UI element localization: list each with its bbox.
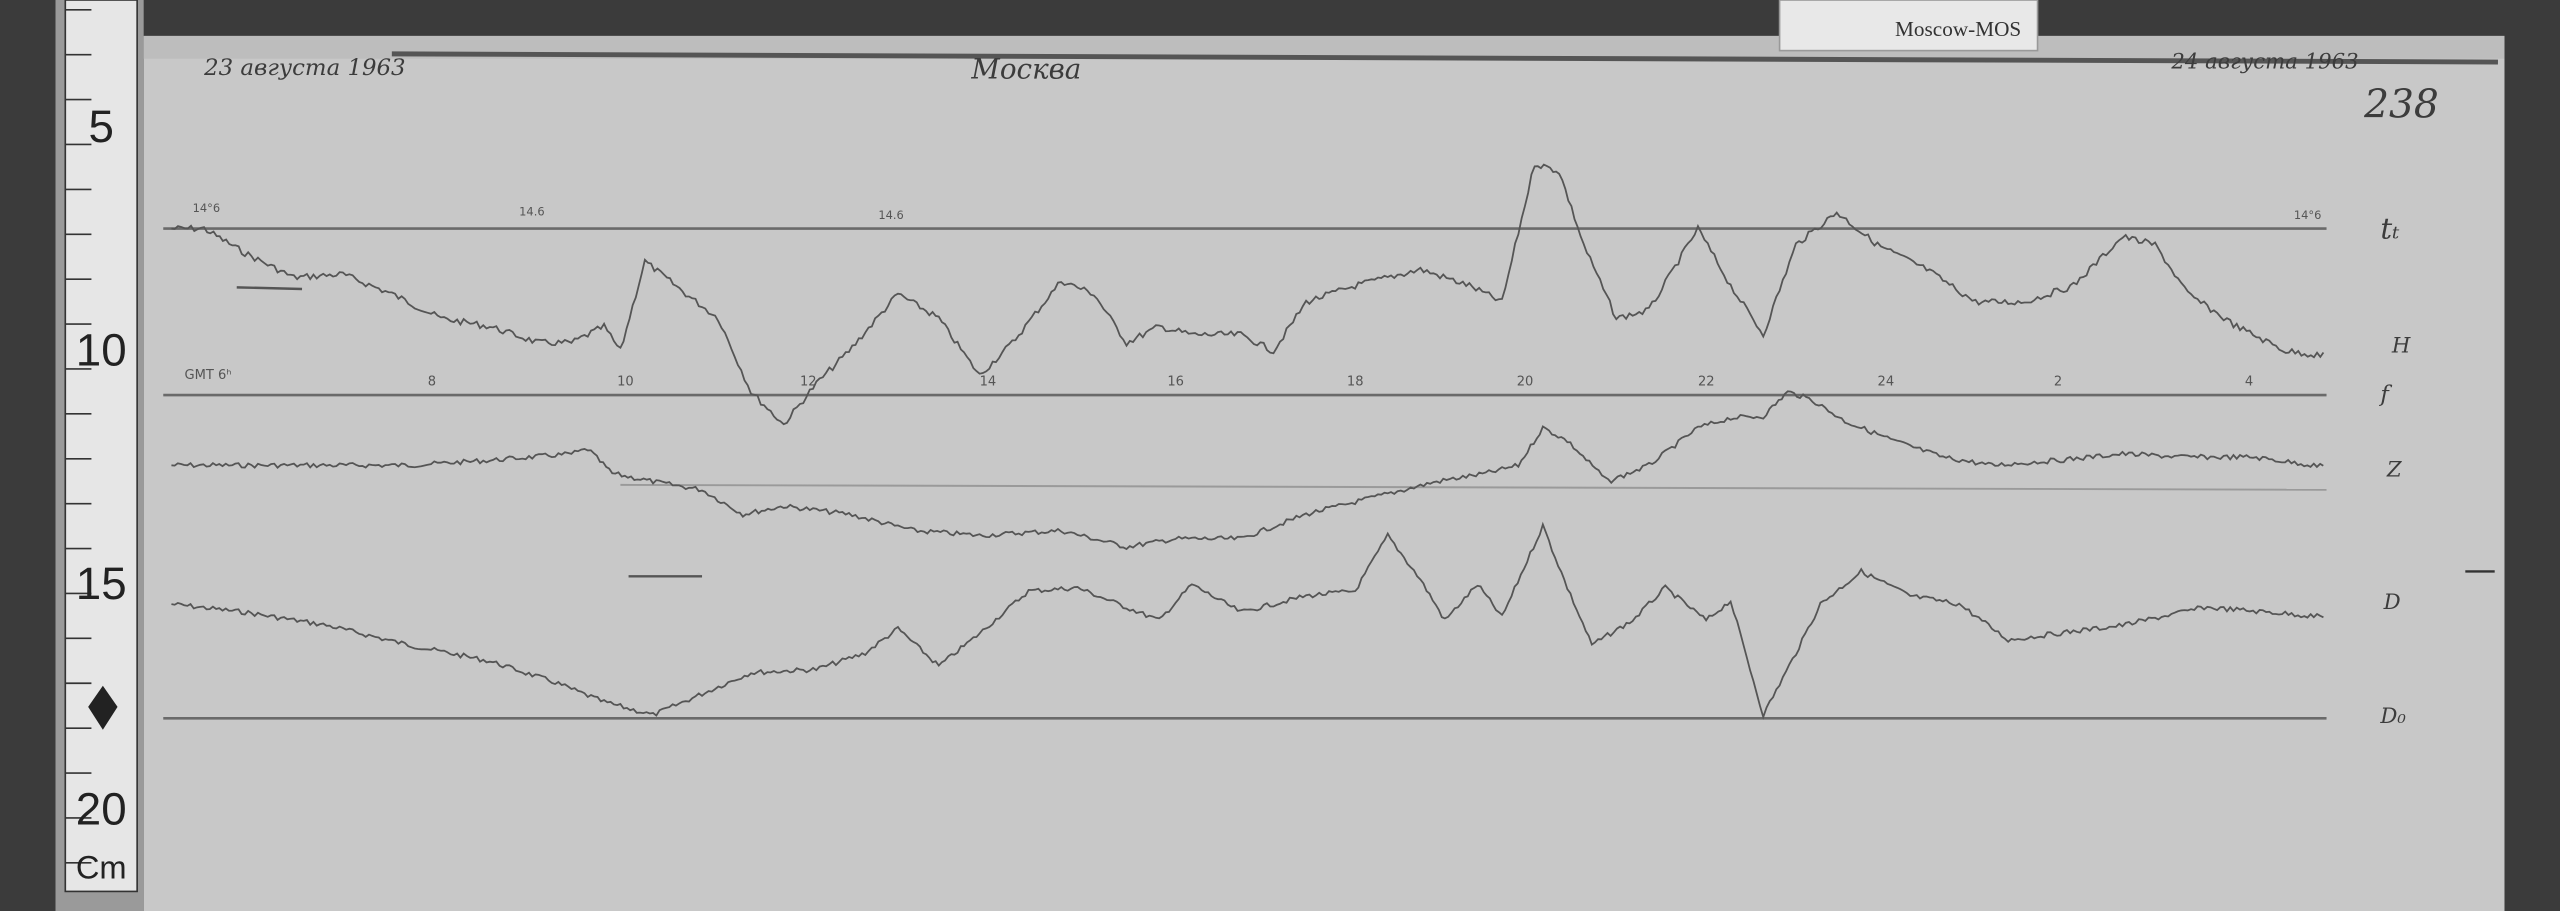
hour-label: 20 <box>1517 374 1534 389</box>
label-d-baseline: D₀ <box>2379 704 2406 729</box>
temperature-label: 14.6 <box>519 205 544 219</box>
z-trace <box>171 390 2324 551</box>
date-start: 23 августа 1963 <box>203 55 406 81</box>
label-d: D <box>2383 590 2401 615</box>
label-temperature: tₜ <box>2380 211 2399 245</box>
station-tag: Moscow-MOS <box>1778 0 2039 52</box>
station-tag-text: Moscow-MOS <box>1895 17 2021 41</box>
ruler-unit: Cm <box>76 848 127 885</box>
hour-label: 22 <box>1698 374 1715 389</box>
diamond-marker-icon <box>88 685 118 730</box>
d-trace <box>171 521 2324 720</box>
ruler-mark: 5 <box>89 101 114 152</box>
hour-label: 16 <box>1167 374 1184 389</box>
hour-label: 2 <box>2054 374 2062 389</box>
date-end: 24 августа 1963 <box>2170 50 2358 75</box>
paper-sheet <box>143 35 2505 911</box>
ruler: 5 10 15 20 Cm <box>55 0 144 911</box>
hour-label: 12 <box>800 374 817 389</box>
time-axis-prefix: GMT 6ʰ <box>184 368 231 383</box>
ruler-mark: 20 <box>76 783 127 834</box>
hour-label: 24 <box>1878 374 1895 389</box>
temperature-label: 14.6 <box>878 208 903 222</box>
hour-label: 10 <box>617 374 634 389</box>
sheet-number: 238 <box>2363 83 2439 128</box>
station-handwritten: Москва <box>970 52 1081 85</box>
hour-label: 8 <box>428 374 436 389</box>
temperature-label: 14°6 <box>2294 208 2321 222</box>
z-reference-line <box>620 483 2327 491</box>
temperature-label: 14°6 <box>193 201 220 215</box>
h-trace <box>171 163 2325 426</box>
label-h: H <box>2391 334 2411 359</box>
reference-mark <box>236 286 303 291</box>
ruler-mark: 15 <box>76 558 127 609</box>
hour-label: 18 <box>1347 374 1364 389</box>
hour-label: 4 <box>2245 374 2253 389</box>
paper-fold-line <box>391 51 2498 65</box>
ruler-mark: 10 <box>76 325 127 376</box>
hour-label: 14 <box>980 374 997 389</box>
label-z: Z <box>2386 458 2403 483</box>
